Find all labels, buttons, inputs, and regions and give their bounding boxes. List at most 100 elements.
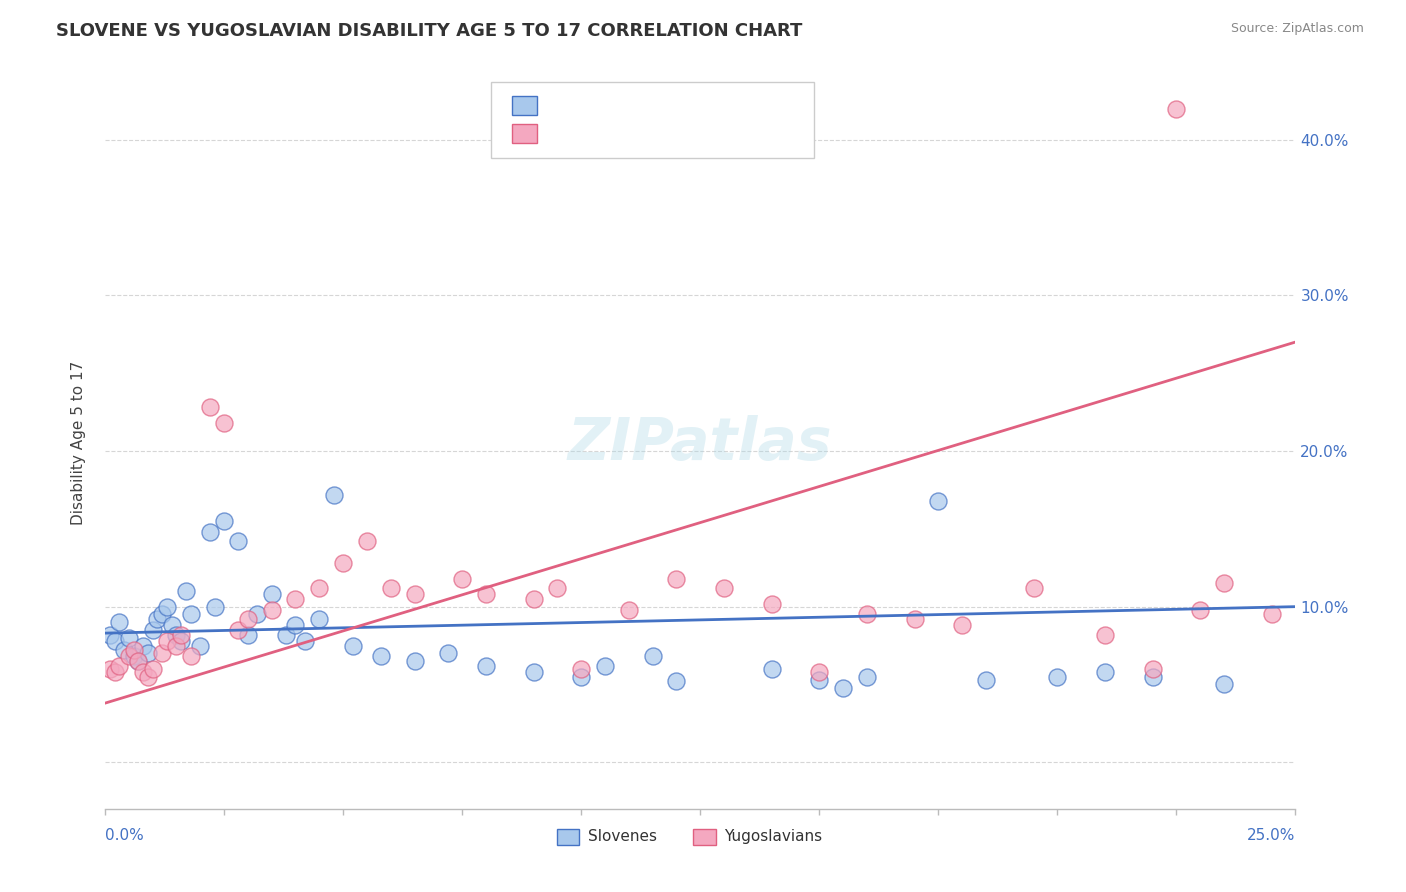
Point	[103, 665, 125, 679]
Point	[1046, 670, 1069, 684]
Point	[118, 631, 141, 645]
Point	[950, 618, 973, 632]
Text: Yugoslavians: Yugoslavians	[724, 830, 823, 844]
Point	[156, 633, 179, 648]
Text: 25.0%: 25.0%	[1247, 829, 1295, 843]
Point	[832, 681, 855, 695]
Point	[1166, 102, 1188, 116]
Point	[1142, 670, 1164, 684]
Point	[198, 401, 221, 415]
Point	[108, 615, 131, 630]
Point	[127, 654, 149, 668]
Point	[170, 633, 193, 648]
Point	[665, 674, 688, 689]
Y-axis label: Disability Age 5 to 17: Disability Age 5 to 17	[72, 361, 86, 525]
Point	[236, 628, 259, 642]
Point	[356, 534, 378, 549]
Point	[212, 514, 235, 528]
Point	[246, 607, 269, 622]
Point	[546, 581, 568, 595]
Point	[284, 618, 307, 632]
Text: 0.0%: 0.0%	[105, 829, 143, 843]
Point	[903, 612, 925, 626]
Point	[118, 649, 141, 664]
Point	[156, 599, 179, 614]
Point	[150, 646, 173, 660]
Point	[122, 649, 145, 664]
Point	[380, 581, 402, 595]
Point	[108, 658, 131, 673]
Point	[1142, 662, 1164, 676]
Point	[170, 628, 193, 642]
Point	[593, 658, 616, 673]
Point	[1213, 677, 1236, 691]
Point	[174, 584, 197, 599]
Point	[98, 628, 121, 642]
Point	[308, 612, 330, 626]
Point	[98, 662, 121, 676]
Point	[180, 649, 202, 664]
Point	[322, 487, 344, 501]
Point	[165, 628, 187, 642]
Text: Source: ZipAtlas.com: Source: ZipAtlas.com	[1230, 22, 1364, 36]
Point	[132, 665, 155, 679]
Point	[136, 670, 159, 684]
Point	[475, 587, 498, 601]
Point	[212, 416, 235, 430]
Point	[522, 665, 544, 679]
Point	[180, 607, 202, 622]
Point	[451, 572, 474, 586]
Point	[188, 639, 211, 653]
Point	[103, 633, 125, 648]
Point	[284, 591, 307, 606]
Point	[713, 581, 735, 595]
Point	[569, 662, 592, 676]
Point	[204, 599, 226, 614]
Point	[136, 646, 159, 660]
Point	[228, 534, 250, 549]
Point	[274, 628, 297, 642]
Point	[617, 603, 640, 617]
Point	[228, 623, 250, 637]
Point	[856, 607, 879, 622]
Point	[974, 673, 997, 687]
Point	[522, 591, 544, 606]
Point	[808, 673, 831, 687]
Point	[342, 639, 364, 653]
Point	[308, 581, 330, 595]
Point	[294, 633, 316, 648]
Point	[927, 493, 949, 508]
Point	[569, 670, 592, 684]
Point	[404, 587, 426, 601]
Point	[856, 670, 879, 684]
Point	[641, 649, 664, 664]
Point	[404, 654, 426, 668]
Point	[808, 665, 831, 679]
Point	[437, 646, 460, 660]
Text: ZIPatlas: ZIPatlas	[568, 415, 832, 472]
Point	[236, 612, 259, 626]
Point	[260, 587, 283, 601]
Point	[112, 643, 135, 657]
Text: SLOVENE VS YUGOSLAVIAN DISABILITY AGE 5 TO 17 CORRELATION CHART: SLOVENE VS YUGOSLAVIAN DISABILITY AGE 5 …	[56, 22, 803, 40]
Point	[1094, 665, 1116, 679]
Point	[150, 607, 173, 622]
Point	[761, 662, 783, 676]
Point	[475, 658, 498, 673]
Point	[761, 597, 783, 611]
Point	[1022, 581, 1045, 595]
Point	[260, 603, 283, 617]
Point	[160, 618, 183, 632]
Point	[142, 662, 165, 676]
Point	[665, 572, 688, 586]
Point	[198, 524, 221, 539]
Point	[127, 654, 149, 668]
Point	[332, 556, 354, 570]
Point	[146, 612, 169, 626]
Point	[165, 639, 187, 653]
Point	[132, 639, 155, 653]
Point	[1260, 607, 1282, 622]
Text: Slovenes: Slovenes	[588, 830, 657, 844]
Text: R = 0.466   N =  45: R = 0.466 N = 45	[548, 126, 724, 144]
Point	[370, 649, 392, 664]
